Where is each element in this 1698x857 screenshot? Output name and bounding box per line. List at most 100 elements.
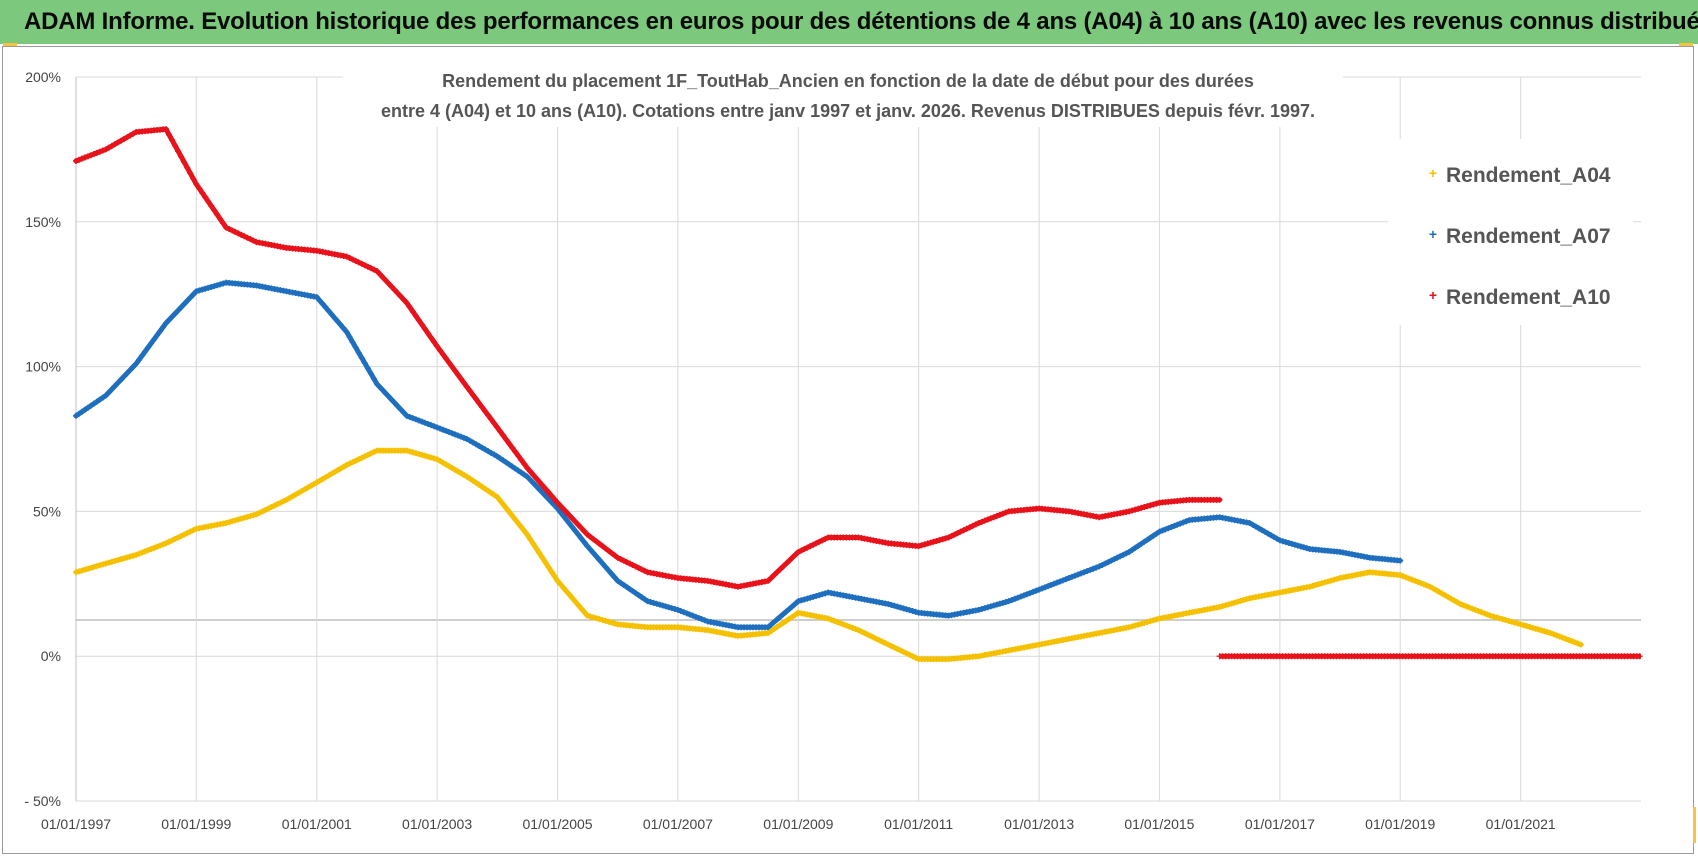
- data-point: [671, 605, 678, 612]
- data-point: [1270, 533, 1277, 540]
- data-point: [178, 153, 185, 160]
- data-point: [187, 170, 194, 177]
- data-point: [298, 488, 305, 495]
- data-point: [1135, 542, 1142, 549]
- data-point: [912, 608, 919, 615]
- data-point: [352, 257, 359, 264]
- data-point: [1511, 619, 1518, 626]
- data-point: [530, 480, 537, 487]
- data-point: [434, 424, 441, 431]
- data-point: [1225, 601, 1232, 608]
- data-point: [289, 493, 296, 500]
- data-point: [1505, 617, 1512, 624]
- x-tick-label: 01/01/2015: [1124, 816, 1194, 832]
- data-point: [569, 524, 576, 531]
- data-point: [1057, 578, 1064, 585]
- data-point: [987, 603, 994, 610]
- data-point: [1084, 568, 1091, 575]
- data-point: [412, 416, 419, 423]
- data-point: [1147, 502, 1154, 509]
- data-point: [340, 325, 347, 332]
- data-point: [443, 427, 450, 434]
- data-point: [73, 157, 79, 164]
- data-point: [834, 619, 841, 626]
- data-point: [1240, 597, 1247, 604]
- data-point: [885, 601, 892, 608]
- data-point: [130, 363, 137, 370]
- data-point: [536, 478, 543, 485]
- data-point: [1427, 583, 1434, 590]
- data-point: [385, 280, 392, 287]
- data-point: [536, 550, 543, 557]
- data-point: [1228, 600, 1235, 607]
- data-point: [909, 608, 916, 615]
- data-point: [355, 456, 362, 463]
- data-point: [575, 531, 582, 538]
- data-point: [1294, 542, 1301, 549]
- data-point: [93, 149, 100, 156]
- data-point: [930, 538, 937, 545]
- y-tick-label: 200%: [25, 69, 61, 85]
- legend-marker: +: [1429, 287, 1437, 303]
- data-point: [1261, 528, 1268, 535]
- data-point: [611, 620, 618, 627]
- data-point: [229, 227, 236, 234]
- data-point: [783, 608, 790, 615]
- data-point: [674, 606, 681, 613]
- data-point: [397, 293, 404, 300]
- data-point: [906, 651, 913, 658]
- data-point: [127, 132, 134, 139]
- data-point: [777, 566, 784, 573]
- data-point: [521, 527, 528, 534]
- legend-label: Rendement_A04: [1446, 164, 1611, 187]
- data-point: [482, 485, 489, 492]
- data-point: [575, 602, 582, 609]
- data-point: [358, 260, 365, 267]
- data-point: [406, 304, 413, 311]
- data-point: [503, 505, 510, 512]
- data-point: [491, 451, 498, 458]
- data-point: [801, 596, 808, 603]
- data-point: [114, 139, 121, 146]
- data-point: [765, 577, 772, 584]
- data-point: [431, 455, 438, 462]
- data-point: [527, 468, 534, 475]
- data-point: [668, 605, 675, 612]
- data-point: [473, 396, 480, 403]
- data-point: [1002, 509, 1009, 516]
- chart-title-box: [343, 61, 1343, 127]
- data-point: [768, 621, 775, 628]
- data-point: [548, 499, 555, 506]
- data-point: [611, 552, 618, 559]
- data-point: [75, 568, 82, 575]
- data-point: [1436, 588, 1443, 595]
- data-point: [689, 612, 696, 619]
- data-point: [1334, 575, 1341, 582]
- data-point: [73, 569, 79, 576]
- data-point: [527, 476, 534, 483]
- data-point: [500, 501, 507, 508]
- data-point: [816, 592, 823, 599]
- data-point: [1138, 540, 1145, 547]
- data-point: [145, 547, 152, 554]
- data-point: [996, 600, 1003, 607]
- data-point: [1147, 618, 1154, 625]
- data-point: [1048, 581, 1055, 588]
- data-point: [545, 489, 552, 496]
- data-point: [124, 134, 131, 141]
- data-point: [1424, 582, 1431, 589]
- data-point: [903, 606, 910, 613]
- data-point: [551, 502, 558, 509]
- data-point: [1321, 579, 1328, 586]
- data-point: [1126, 624, 1133, 631]
- data-point: [1150, 617, 1157, 624]
- data-point: [981, 517, 988, 524]
- data-point: [187, 294, 194, 301]
- data-point: [1017, 593, 1024, 600]
- data-point: [108, 558, 115, 565]
- data-point: [244, 513, 251, 520]
- data-point: [981, 605, 988, 612]
- data-point: [494, 493, 501, 500]
- data-point: [316, 297, 323, 304]
- data-point: [1400, 573, 1407, 580]
